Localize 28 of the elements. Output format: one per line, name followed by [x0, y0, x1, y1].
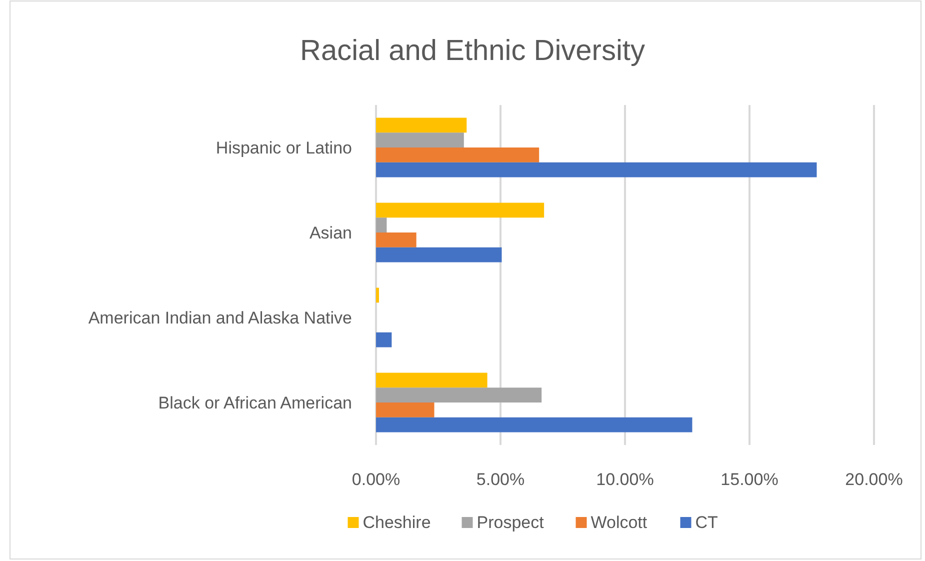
- bar: [376, 417, 692, 432]
- bar: [376, 402, 434, 418]
- bar: [376, 288, 379, 303]
- bar: [376, 202, 544, 218]
- bar: [376, 247, 502, 262]
- bar: [376, 148, 540, 162]
- x-tick-label: 15.00%: [720, 470, 778, 489]
- chart-title: Racial and Ethnic Diversity: [300, 35, 646, 67]
- bar: [376, 162, 817, 178]
- bar: [376, 132, 464, 148]
- bar: [376, 332, 392, 348]
- bar: [376, 388, 542, 402]
- x-tick-label: 0.00%: [352, 470, 400, 489]
- bar: [376, 232, 416, 248]
- legend-label: Wolcott: [590, 513, 648, 532]
- x-tick-label: 5.00%: [476, 470, 525, 489]
- bar: [376, 118, 467, 133]
- x-tick-label: 20.00%: [845, 470, 903, 489]
- bar: [376, 372, 488, 388]
- y-tick-label: Asian: [309, 224, 352, 242]
- y-tick-label: American Indian and Alaska Native: [88, 308, 352, 328]
- legend-label: CT: [695, 513, 718, 532]
- y-tick-label: Hispanic or Latino: [216, 138, 352, 158]
- bar: [376, 218, 387, 232]
- x-tick-label: 10.00%: [596, 470, 654, 489]
- y-tick-label: Black or African American: [158, 394, 352, 412]
- legend-label: Prospect: [476, 513, 544, 532]
- legend-label: Cheshire: [362, 513, 431, 532]
